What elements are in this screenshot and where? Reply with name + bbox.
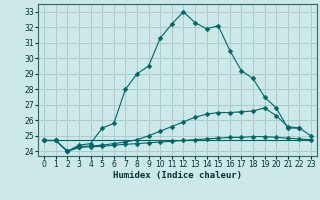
X-axis label: Humidex (Indice chaleur): Humidex (Indice chaleur)	[113, 171, 242, 180]
